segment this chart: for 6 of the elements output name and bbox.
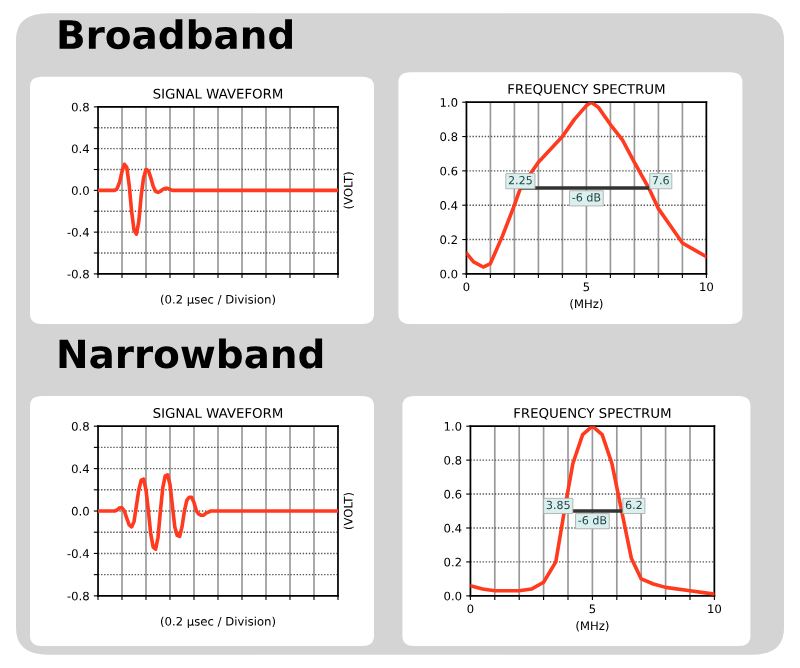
line-series	[466, 102, 707, 269]
line-series	[98, 162, 338, 237]
text: Broadband	[59, 19, 292, 50]
line-series	[470, 426, 715, 596]
line-series	[98, 473, 338, 552]
text: Narrowband	[59, 338, 323, 369]
